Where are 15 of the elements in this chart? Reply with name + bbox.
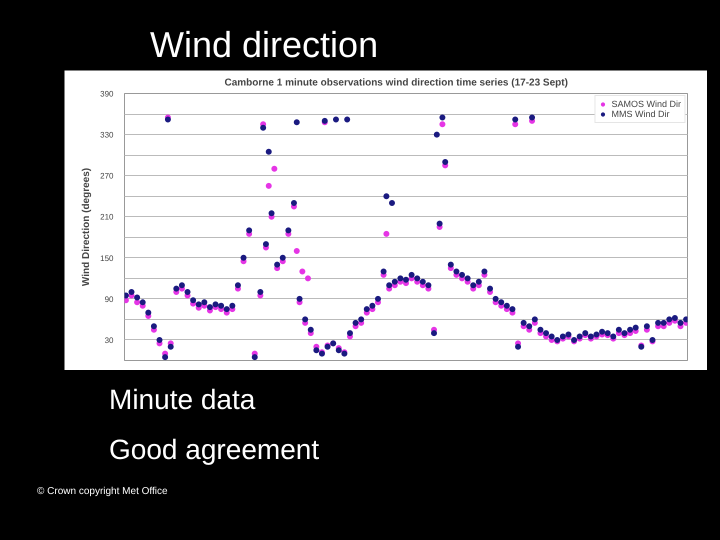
- y-tick-label: 270: [100, 172, 114, 181]
- y-tick-label: 30: [104, 336, 114, 345]
- text: Good agreement: [109, 434, 320, 465]
- chart-title: Wind direction: [150, 23, 378, 67]
- text: © Crown copyright Met Office: [37, 485, 168, 499]
- legend-label: SAMOS Wind Dir: [611, 99, 681, 109]
- y-tick-label: 210: [100, 212, 114, 222]
- chart-subtitle: Camborne 1 minute observations wind direction time series (17-23 Sept): [224, 78, 568, 88]
- y-tick-label: 330: [100, 130, 114, 140]
- y-tick-label: 390: [100, 90, 114, 98]
- y-axis-title: Wind Direction (degrees): [81, 168, 92, 286]
- y-tick-label: 150: [100, 254, 114, 263]
- text: Minute data: [109, 384, 256, 415]
- y-tick-label: 90: [104, 294, 114, 304]
- legend-label: MMS Wind Dir: [611, 109, 670, 119]
